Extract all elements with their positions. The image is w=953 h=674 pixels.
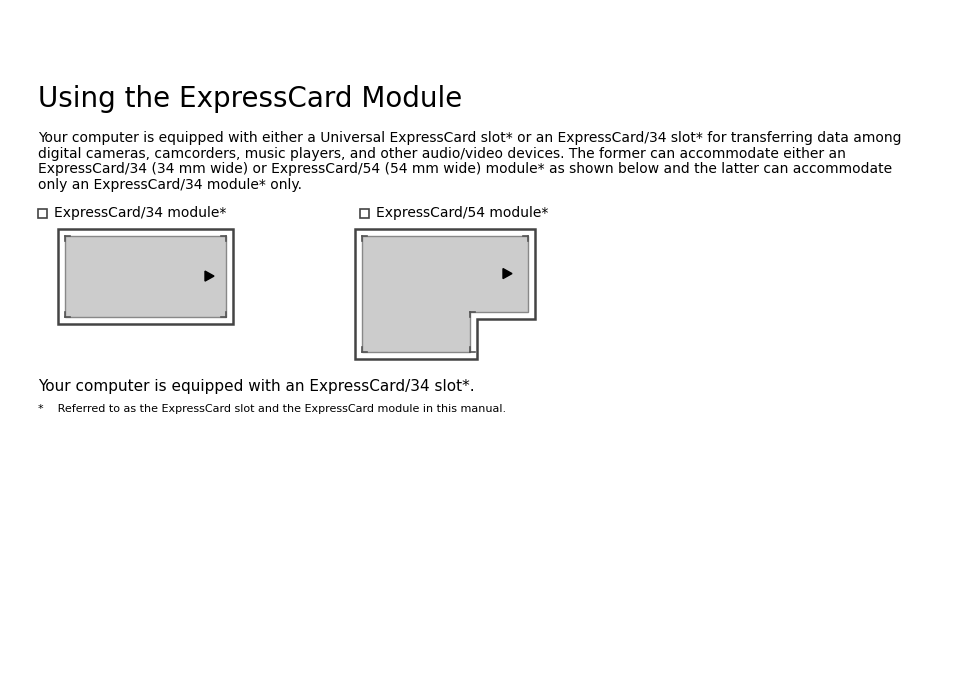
Text: digital cameras, camcorders, music players, and other audio/video devices. The f: digital cameras, camcorders, music playe…: [38, 147, 845, 161]
Text: Using Your VAIO Computer: Using Your VAIO Computer: [729, 37, 915, 50]
Bar: [359, 208, 369, 218]
Text: Your computer is equipped with an ExpressCard/34 slot*.: Your computer is equipped with an Expres…: [38, 379, 475, 394]
Text: ►: ►: [851, 13, 862, 27]
Text: *    Referred to as the ExpressCard slot and the ExpressCard module in this manu: * Referred to as the ExpressCard slot an…: [38, 404, 506, 414]
Bar: [58, 228, 233, 324]
Text: only an ExpressCard/34 module* only.: only an ExpressCard/34 module* only.: [38, 178, 302, 192]
Polygon shape: [205, 271, 213, 281]
Polygon shape: [361, 235, 527, 352]
Text: ExpressCard/34 module*: ExpressCard/34 module*: [54, 206, 226, 220]
Polygon shape: [355, 228, 535, 359]
Bar: [65, 235, 226, 317]
Text: Your computer is equipped with either a Universal ExpressCard slot* or an Expres: Your computer is equipped with either a …: [38, 131, 901, 146]
Text: 63: 63: [826, 12, 848, 28]
Text: Using the ExpressCard Module: Using the ExpressCard Module: [38, 86, 462, 113]
Text: ◄: ◄: [817, 13, 828, 27]
Polygon shape: [502, 268, 512, 278]
Text: ExpressCard/54 module*: ExpressCard/54 module*: [375, 206, 548, 220]
Bar: [38, 208, 47, 218]
Text: VAIO: VAIO: [18, 17, 100, 47]
Text: ExpressCard/34 (34 mm wide) or ExpressCard/54 (54 mm wide) module* as shown belo: ExpressCard/34 (34 mm wide) or ExpressCa…: [38, 162, 891, 177]
